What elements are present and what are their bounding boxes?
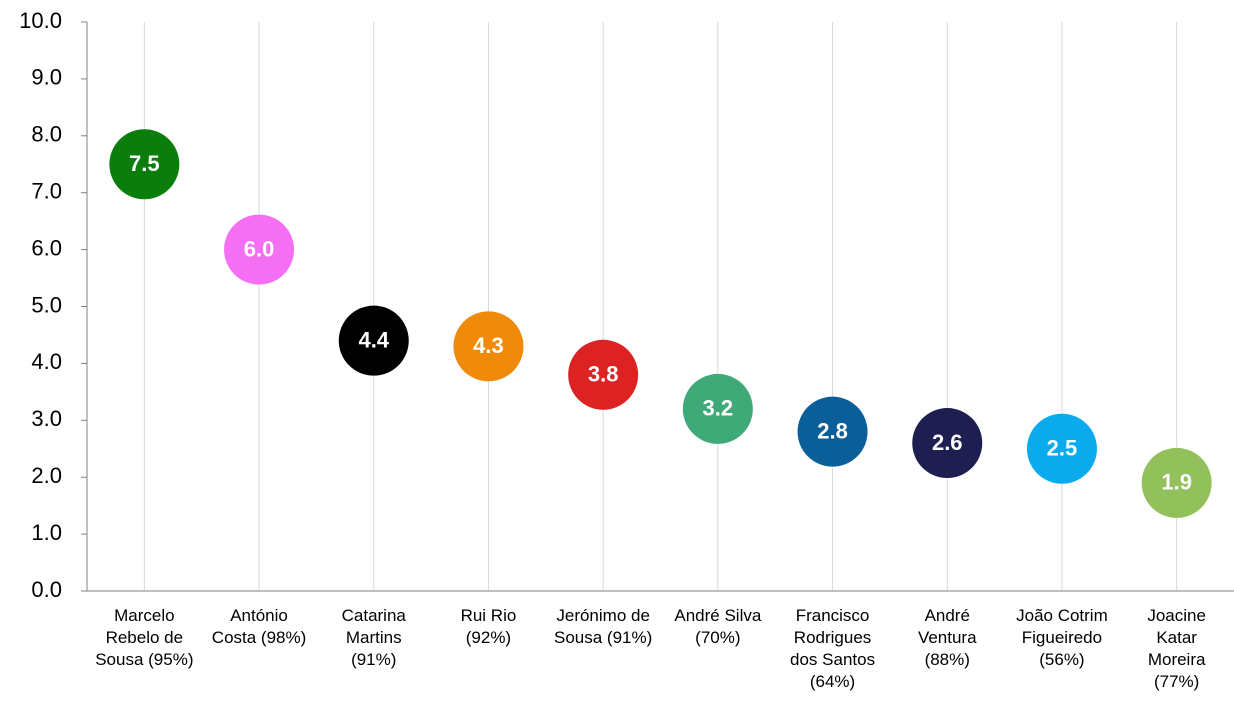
x-tick-label: André Ventura (88%) <box>917 606 977 669</box>
x-tick-label: João Cotrim Figueiredo (56%) <box>1016 606 1108 669</box>
x-tick-label: Francisco Rodrigues dos Santos (64%) <box>790 606 876 691</box>
y-tick-label: 0.0 <box>31 577 62 602</box>
x-tick-label: Rui Rio (92%) <box>460 606 517 647</box>
x-tick-label: Catarina Martins (91%) <box>341 606 406 669</box>
y-tick-label: 7.0 <box>31 179 62 204</box>
y-tick-label: 4.0 <box>31 349 62 374</box>
dot <box>1141 447 1212 518</box>
y-tick-label: 8.0 <box>31 122 62 147</box>
value-label: 7.5 <box>129 151 160 176</box>
x-tick-label: André Silva (70%) <box>674 606 762 647</box>
value-label: 4.3 <box>473 333 504 358</box>
value-label: 4.4 <box>358 327 389 352</box>
dot <box>797 396 868 467</box>
dot <box>109 129 180 200</box>
dot <box>1026 413 1097 484</box>
x-tick-label: António Costa (98%) <box>211 606 307 647</box>
y-tick-label: 1.0 <box>31 520 62 545</box>
dot <box>682 373 753 444</box>
dot <box>568 339 639 410</box>
x-tick-label: Marcelo Rebelo de Sousa (95%) <box>95 606 194 669</box>
value-label: 2.8 <box>817 418 848 443</box>
value-label: 2.5 <box>1047 436 1078 461</box>
y-tick-label: 2.0 <box>31 463 62 488</box>
value-label: 3.2 <box>703 396 734 421</box>
value-label: 1.9 <box>1161 470 1192 495</box>
x-tick-label: Joacine Katar Moreira (77%) <box>1147 606 1206 691</box>
dot <box>453 311 524 382</box>
x-tick-label: Jerónimo de Sousa (91%) <box>554 606 653 647</box>
value-label: 2.6 <box>932 430 963 455</box>
dot <box>912 408 983 479</box>
value-label: 6.0 <box>244 236 275 261</box>
dot <box>224 214 295 285</box>
value-label: 3.8 <box>588 362 619 387</box>
y-tick-label: 5.0 <box>31 292 62 317</box>
y-tick-label: 10.0 <box>19 8 62 33</box>
dot <box>338 305 409 376</box>
y-tick-label: 9.0 <box>31 65 62 90</box>
y-tick-label: 3.0 <box>31 406 62 431</box>
y-tick-label: 6.0 <box>31 235 62 260</box>
